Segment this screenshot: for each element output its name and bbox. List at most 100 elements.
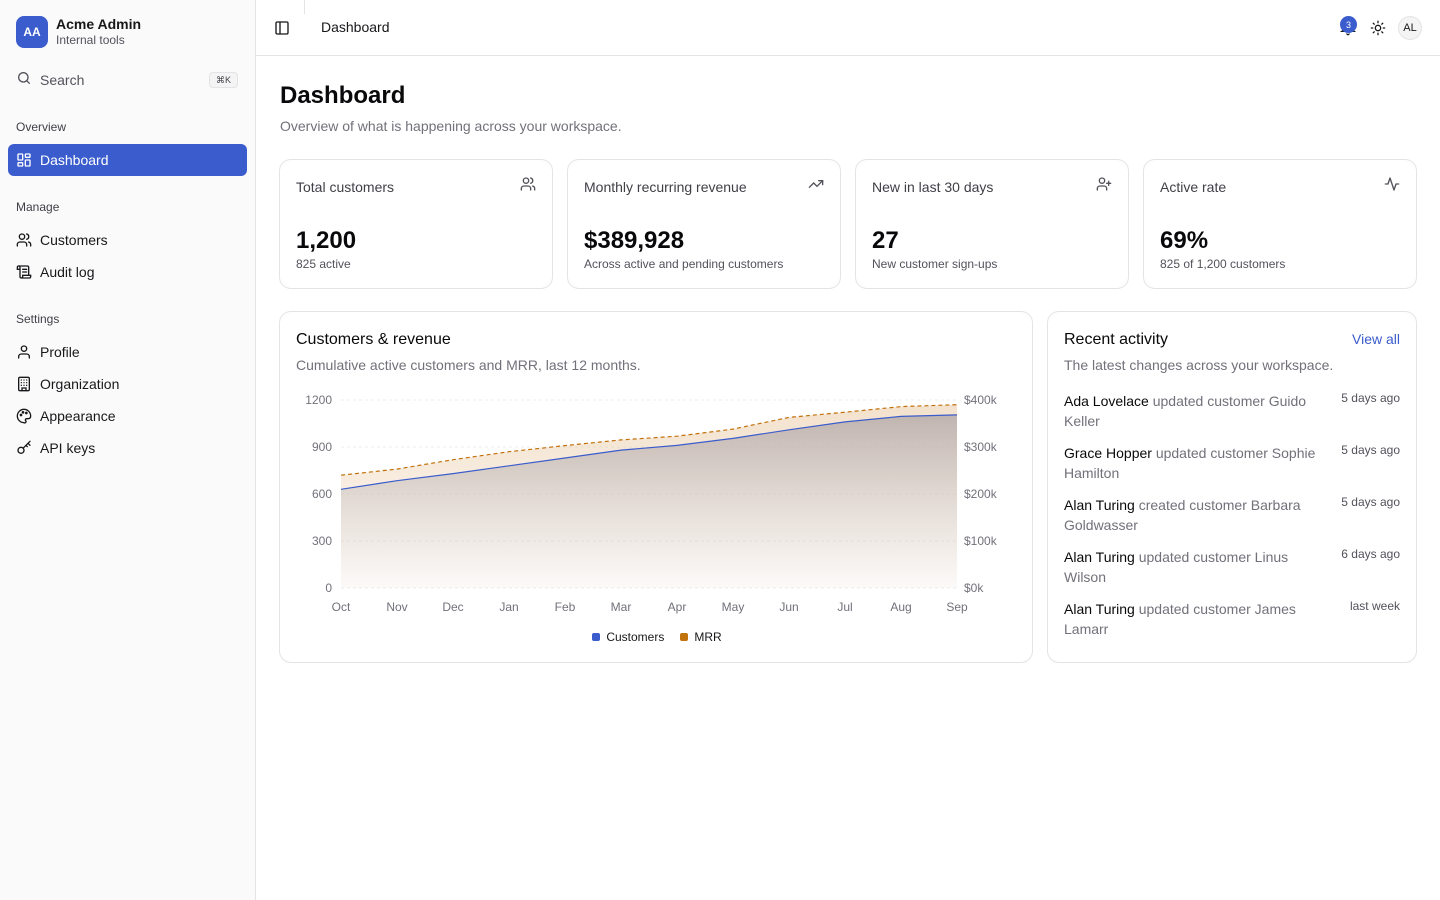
stat-value: 69%	[1160, 227, 1209, 254]
sidebar-item-label: Appearance	[40, 408, 116, 424]
nav-group-overview: Overview	[16, 120, 67, 134]
activity-text: updated customer Sophie Hamilton	[1064, 445, 1316, 481]
activity-actor: Alan Turing	[1064, 497, 1135, 513]
chart-card: Customers & revenue Cumulative active cu…	[279, 311, 1033, 663]
user-plus-icon	[1096, 176, 1112, 192]
x-tick-label: Jun	[779, 600, 798, 614]
nav-group-settings: Settings	[16, 312, 60, 326]
sidebar-item-label: API keys	[40, 440, 96, 456]
x-tick-label: Sep	[946, 600, 968, 614]
activity-text: created customer Barbara Goldwasser	[1064, 497, 1301, 533]
brand[interactable]: AA Acme Admin Internal tools	[16, 16, 141, 48]
x-tick-label: May	[722, 600, 745, 614]
users-icon	[16, 232, 32, 248]
legend-label: Customers	[606, 630, 665, 644]
top-header: Dashboard 3 AL	[256, 0, 1440, 56]
legend-item-mrr: MRR	[680, 630, 722, 644]
search-icon	[16, 70, 32, 91]
brand-name: Acme Admin	[56, 16, 142, 32]
x-tick-label: Jan	[499, 600, 518, 614]
legend-label: MRR	[694, 630, 722, 644]
x-tick-label: Dec	[442, 600, 463, 614]
activity-title: Recent activity	[1064, 331, 1169, 348]
header-divider	[304, 0, 305, 14]
activity-item: Grace Hopper updated customer Sophie Ham…	[1064, 443, 1400, 483]
y-right-tick-label: $400k	[964, 393, 998, 407]
stat-label: Active rate	[1160, 179, 1227, 195]
stat-value: $389,928	[584, 227, 685, 254]
brand-avatar: AA	[16, 16, 48, 48]
user-icon	[16, 344, 32, 360]
search-button[interactable]: Search ⌘K	[16, 70, 240, 90]
y-left-tick-label: 0	[325, 581, 332, 595]
sidebar-item-label: Customers	[40, 232, 108, 248]
x-tick-label: Mar	[611, 600, 632, 614]
sidebar-item-label: Audit log	[40, 264, 95, 280]
building-icon	[16, 376, 32, 392]
recent-activity-card: Recent activity View all The latest chan…	[1047, 311, 1417, 663]
x-tick-label: Jul	[837, 600, 852, 614]
sidebar-item-dashboard[interactable]: Dashboard	[8, 144, 247, 176]
sidebar-item-profile[interactable]: Profile	[8, 336, 247, 368]
sidebar-item-label: Organization	[40, 376, 120, 392]
stat-card-new-customers: New in last 30 days 27 New customer sign…	[855, 159, 1129, 289]
breadcrumb: Dashboard	[321, 19, 390, 35]
x-tick-label: Aug	[890, 600, 911, 614]
chart-title: Customers & revenue	[296, 331, 451, 348]
page-subtitle: Overview of what is happening across you…	[280, 118, 622, 134]
activity-actor: Grace Hopper	[1064, 445, 1152, 461]
activity-time: 5 days ago	[1341, 495, 1400, 509]
x-tick-label: Feb	[555, 600, 576, 614]
activity-time: 5 days ago	[1341, 443, 1400, 457]
dashboard-icon	[16, 152, 32, 168]
palette-icon	[16, 408, 32, 424]
y-left-tick-label: 900	[312, 440, 332, 454]
y-right-tick-label: $200k	[964, 487, 998, 501]
legend-swatch	[592, 633, 601, 641]
y-right-tick-label: $100k	[964, 534, 998, 548]
activity-text: updated customer Guido Keller	[1064, 393, 1307, 429]
activity-actor: Alan Turing	[1064, 549, 1135, 565]
stat-value: 1,200	[296, 227, 357, 254]
trending-up-icon	[808, 176, 824, 192]
sidebar-item-appearance[interactable]: Appearance	[8, 400, 247, 432]
y-right-tick-label: $0k	[964, 581, 984, 595]
customers-revenue-chart: 0 300 600 900 1200 $0k $100k $200k $300k $400k Oct…	[305, 393, 998, 614]
stat-value: 27	[872, 227, 899, 254]
stat-card-total-customers: Total customers 1,200 825 active	[279, 159, 553, 289]
activity-text: updated customer Linus Wilson	[1064, 549, 1289, 585]
activity-item: Alan Turing created customer Barbara Gol…	[1064, 495, 1400, 535]
y-left-tick-label: 1200	[305, 393, 332, 407]
sidebar-toggle-button[interactable]	[272, 18, 292, 38]
sidebar-item-customers[interactable]: Customers	[8, 224, 247, 256]
activity-time: 6 days ago	[1341, 547, 1400, 561]
activity-icon	[1384, 176, 1400, 192]
brand-subtitle: Internal tools	[56, 33, 125, 47]
search-shortcut: ⌘K	[208, 72, 238, 88]
sidebar-item-label: Profile	[40, 344, 80, 360]
user-avatar[interactable]: AL	[1398, 16, 1422, 40]
theme-toggle-button[interactable]	[1368, 18, 1388, 38]
nav-group-manage: Manage	[16, 200, 60, 214]
scroll-icon	[16, 264, 32, 280]
stat-card-mrr: Monthly recurring revenue $389,928 Acros…	[567, 159, 841, 289]
activity-time: last week	[1349, 599, 1400, 613]
stat-note: Across active and pending customers	[584, 257, 784, 271]
sidebar-item-label: Dashboard	[40, 152, 109, 168]
sidebar-item-organization[interactable]: Organization	[8, 368, 247, 400]
panel-left-icon	[275, 21, 289, 35]
mrr-line	[340, 404, 958, 476]
search-label: Search	[40, 72, 85, 88]
stat-label: New in last 30 days	[872, 179, 994, 195]
activity-item: Alan Turing updated customer Linus Wilso…	[1064, 547, 1400, 587]
customers-area	[341, 414, 957, 588]
stat-note: 825 active	[296, 257, 351, 271]
sidebar-item-audit-log[interactable]: Audit log	[8, 256, 247, 288]
sidebar-item-api-keys[interactable]: API keys	[8, 432, 247, 464]
y-left-tick-label: 300	[312, 534, 332, 548]
view-all-link[interactable]: View all	[1352, 331, 1400, 347]
page-title: Dashboard	[280, 82, 406, 109]
stat-note: 825 of 1,200 customers	[1160, 257, 1286, 271]
activity-description: The latest changes across your workspace…	[1064, 357, 1334, 373]
x-tick-label: Apr	[668, 600, 687, 614]
